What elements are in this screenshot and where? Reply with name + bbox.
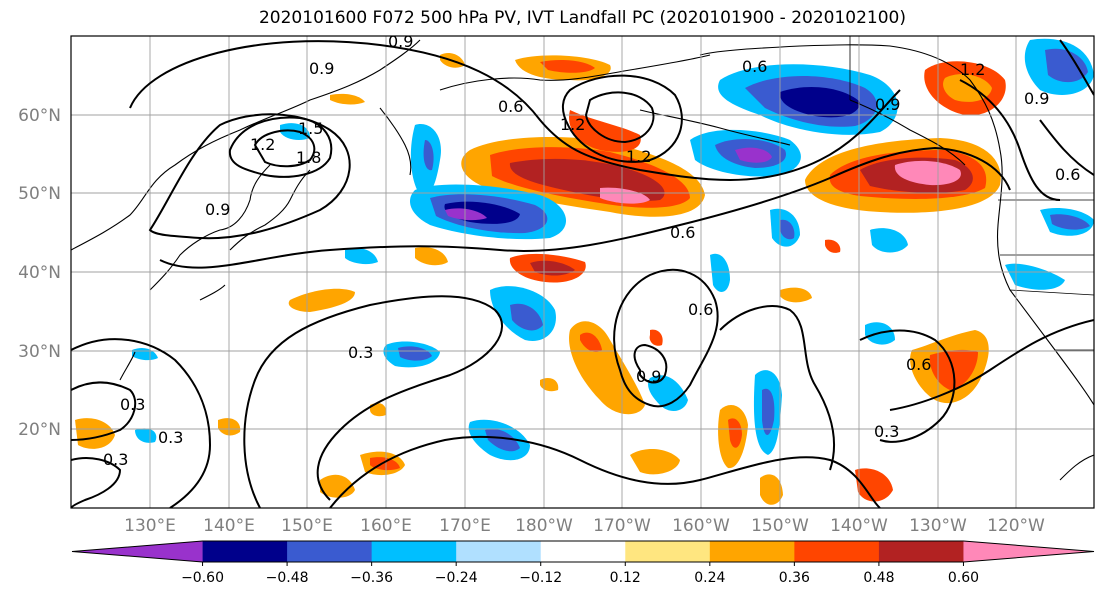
- contour-label: 1.5: [298, 119, 323, 138]
- lon-label: 160°W: [672, 516, 730, 536]
- colorbar-swatch: [709, 541, 795, 562]
- colorbar-swatch: [287, 541, 373, 562]
- contour-label: 0.3: [120, 395, 145, 414]
- pc-shading: [75, 38, 1094, 505]
- contour-label: 0.3: [874, 422, 899, 441]
- latitude-labels: 60°N 50°N 40°N 30°N 20°N: [18, 106, 61, 440]
- contour-labels: 0.9 0.6 0.9 0.6 1.2 1.5 1.8 1.2 0.9 0.6 …: [103, 32, 1080, 469]
- colorbar-tick-label: 0.60: [948, 570, 979, 586]
- colorbar-tick-label: −0.12: [519, 570, 562, 586]
- colorbar-tick-label: −0.24: [435, 570, 478, 586]
- colorbar-tick-label: 0.24: [694, 570, 725, 586]
- contour-label: 0.6: [688, 300, 713, 319]
- lat-label: 50°N: [18, 184, 61, 204]
- contour-label: 1.8: [296, 148, 321, 167]
- longitude-labels: 130°E 140°E 150°E 160°E 170°E 180°W 170°…: [124, 516, 1045, 536]
- map-title: 2020101600 F072 500 hPa PV, IVT Landfall…: [258, 8, 906, 28]
- contour-label: 0.6: [906, 355, 931, 374]
- lat-label: 60°N: [18, 106, 61, 126]
- colorbar-tick-label: 0.12: [610, 570, 641, 586]
- coastlines: [71, 39, 1094, 481]
- contour-label: 0.9: [388, 32, 413, 51]
- contour-label: 0.9: [1024, 89, 1049, 108]
- contour-label: 0.9: [309, 59, 334, 78]
- contour-label: 0.9: [875, 95, 900, 114]
- map-border: [70, 35, 1095, 509]
- lon-label: 130°W: [909, 516, 967, 536]
- colorbar-swatch: [963, 541, 1094, 562]
- lat-label: 20°N: [18, 420, 61, 440]
- contour-label: 0.3: [348, 343, 373, 362]
- contour-label: 1.2: [960, 60, 985, 79]
- contour-label: 0.3: [158, 428, 183, 447]
- colorbar-swatch: [540, 541, 626, 562]
- colorbar-swatch: [878, 541, 964, 562]
- lon-label: 120°W: [987, 516, 1045, 536]
- colorbar-swatch: [456, 541, 542, 562]
- colorbar-tick-label: −0.60: [181, 570, 224, 586]
- lat-label: 30°N: [18, 342, 61, 362]
- contour-label: 0.6: [1055, 165, 1080, 184]
- colorbar: −0.60 −0.48 −0.36 −0.24 −0.12 0.12 0.24 0.36 0.4…: [71, 540, 1095, 586]
- colorbar-swatch: [794, 541, 880, 562]
- lon-label: 180°W: [515, 516, 573, 536]
- lon-label: 170°E: [439, 516, 491, 536]
- contour-label: 0.6: [742, 57, 767, 76]
- contour-label: 1.2: [560, 115, 585, 134]
- contour-label: 0.9: [636, 367, 661, 386]
- lon-label: 150°W: [751, 516, 809, 536]
- contour-label: 0.9: [205, 200, 230, 219]
- colorbar-tick-label: 0.36: [779, 570, 810, 586]
- lon-label: 160°E: [360, 516, 412, 536]
- contour-label: 0.3: [103, 450, 128, 469]
- lon-label: 140°W: [830, 516, 888, 536]
- colorbar-swatch: [625, 541, 711, 562]
- contour-label: 1.2: [626, 147, 651, 166]
- lon-label: 150°E: [281, 516, 333, 536]
- graticule: [71, 36, 1094, 508]
- lon-label: 170°W: [593, 516, 651, 536]
- contour-label: 0.6: [498, 97, 523, 116]
- colorbar-tick-label: 0.48: [863, 570, 894, 586]
- colorbar-swatch: [72, 541, 203, 562]
- lon-label: 140°E: [203, 516, 255, 536]
- pv-contours: [71, 39, 1094, 508]
- colorbar-tick-label: −0.36: [350, 570, 393, 586]
- lon-label: 130°E: [124, 516, 176, 536]
- colorbar-tick-label: −0.48: [266, 570, 309, 586]
- contour-label: 0.6: [670, 223, 695, 242]
- contour-label: 1.2: [250, 135, 275, 154]
- colorbar-swatch: [202, 541, 288, 562]
- colorbar-swatch: [371, 541, 457, 562]
- lat-label: 40°N: [18, 263, 61, 283]
